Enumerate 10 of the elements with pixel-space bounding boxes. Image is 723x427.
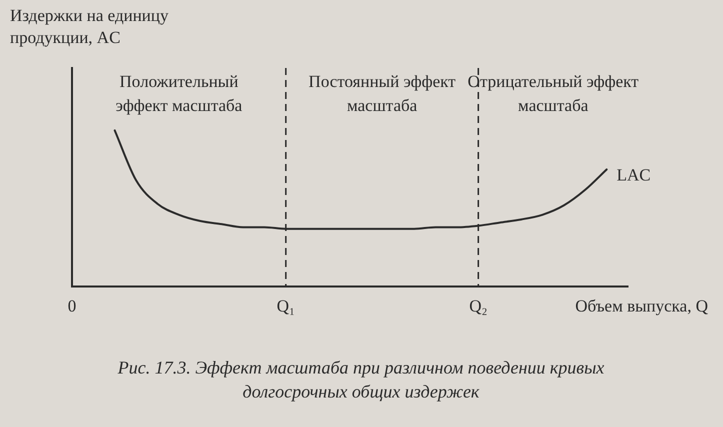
text: Постоянный эффект масштаба (308, 72, 456, 115)
y-axis-title: Издержки на единицу продукции, AC (10, 6, 169, 47)
x-tick-label: Q₂ (469, 296, 488, 316)
text: Рис. 17.3. Эффект масштаба при различном поведении кривых долгосрочных общих издержек (116, 358, 604, 402)
x-tick-label: Q₁ (276, 296, 295, 316)
text: Отрицательный эффект масштаба (468, 72, 640, 115)
series-label: LAC (616, 165, 651, 184)
x-tick-label: 0 (68, 296, 76, 316)
text: Положительный эффект масштаба (116, 72, 243, 115)
x-axis-title: Объем выпуска, Q (575, 296, 708, 316)
